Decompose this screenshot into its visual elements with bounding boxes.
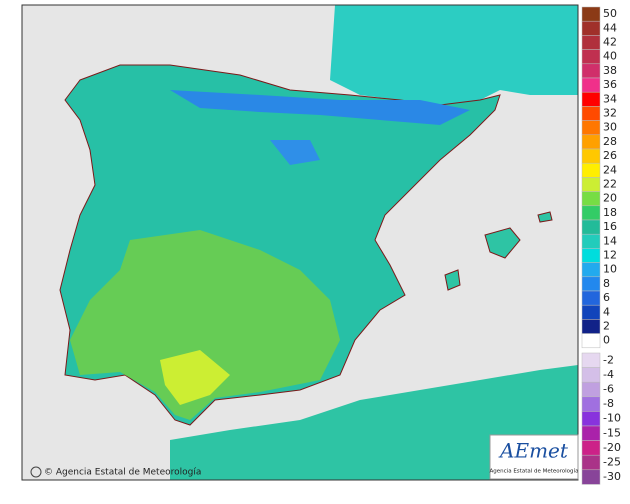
legend-swatch	[581, 35, 601, 50]
logo-subtitle: Agencia Estatal de Meteorología	[490, 468, 579, 475]
legend-label: 44	[603, 21, 617, 34]
legend-swatch	[581, 63, 601, 79]
legend-swatch	[581, 20, 601, 36]
legend-label: 22	[603, 178, 617, 191]
legend-swatch	[581, 191, 601, 207]
legend-label: -20	[603, 441, 621, 454]
legend-label: 50	[603, 7, 617, 20]
map-frame	[21, 4, 579, 481]
mallorca	[484, 227, 521, 259]
legend-label: 2	[603, 320, 610, 333]
legend-label: 18	[603, 206, 617, 219]
legend-label: 6	[603, 291, 610, 304]
legend-swatch	[581, 219, 601, 235]
legend-label: -8	[603, 397, 614, 410]
africa	[170, 365, 578, 480]
legend: 5044424038363432302826242220181614121086…	[581, 6, 621, 485]
legend-swatch	[581, 333, 601, 349]
legend-label: 8	[603, 277, 610, 290]
legend-label: 0	[603, 334, 610, 347]
ibiza	[444, 269, 461, 291]
legend-label: 30	[603, 121, 617, 134]
legend-swatch	[581, 134, 601, 150]
legend-swatch	[581, 411, 601, 427]
legend-swatch	[581, 233, 601, 249]
legend-swatch	[581, 91, 601, 107]
legend-label: 10	[603, 263, 617, 276]
legend-swatch	[581, 469, 601, 485]
legend-label: 38	[603, 64, 617, 77]
legend-label: -2	[603, 353, 614, 366]
legend-label: 12	[603, 249, 617, 262]
credit: © Agencia Estatal de Meteorología	[44, 468, 201, 478]
cold-center	[270, 140, 320, 165]
legend-label: 4	[603, 305, 610, 318]
legend-label: 28	[603, 135, 617, 148]
france	[330, 5, 578, 110]
legend-swatch	[581, 352, 601, 368]
legend-swatch	[581, 106, 601, 121]
legend-label: 24	[603, 163, 617, 176]
copyright-icon	[30, 466, 42, 478]
legend-swatch	[581, 367, 601, 383]
legend-swatch	[581, 6, 601, 22]
legend-label: 32	[603, 107, 617, 120]
legend-label: -4	[603, 368, 614, 381]
legend-label: -30	[603, 470, 621, 483]
legend-swatch	[581, 262, 601, 278]
legend-label: 36	[603, 78, 617, 91]
logo-box	[489, 434, 579, 480]
legend-swatch	[581, 205, 601, 221]
legend-swatch	[581, 276, 601, 292]
legend-swatch	[581, 396, 601, 412]
hot-spot	[160, 350, 230, 405]
legend-label: -25	[603, 456, 621, 469]
legend-swatch	[581, 248, 601, 263]
legend-swatch	[581, 440, 601, 456]
menorca	[537, 211, 553, 223]
legend-label: -6	[603, 383, 614, 396]
legend-swatch	[581, 425, 601, 441]
legend-swatch	[581, 120, 601, 136]
legend-swatch	[581, 148, 601, 164]
legend-swatch	[581, 177, 601, 192]
legend-label: 16	[603, 220, 617, 233]
legend-swatch	[581, 77, 601, 93]
cold-north	[170, 90, 470, 125]
legend-swatch	[581, 290, 601, 306]
south-region	[70, 230, 340, 420]
legend-label: 40	[603, 50, 617, 63]
legend-swatch	[581, 319, 601, 334]
legend-label: 34	[603, 92, 617, 105]
legend-swatch	[581, 454, 601, 471]
legend-swatch	[581, 304, 601, 320]
legend-swatch	[581, 162, 601, 178]
legend-label: 14	[603, 234, 617, 247]
legend-label: 26	[603, 149, 617, 162]
legend-swatch	[581, 49, 601, 65]
legend-label: -15	[603, 426, 621, 439]
legend-swatch	[581, 381, 601, 398]
legend-label: 42	[603, 36, 617, 49]
legend-label: 20	[603, 192, 617, 205]
logo-brand: AEmet	[498, 439, 569, 463]
legend-label: -10	[603, 412, 621, 425]
